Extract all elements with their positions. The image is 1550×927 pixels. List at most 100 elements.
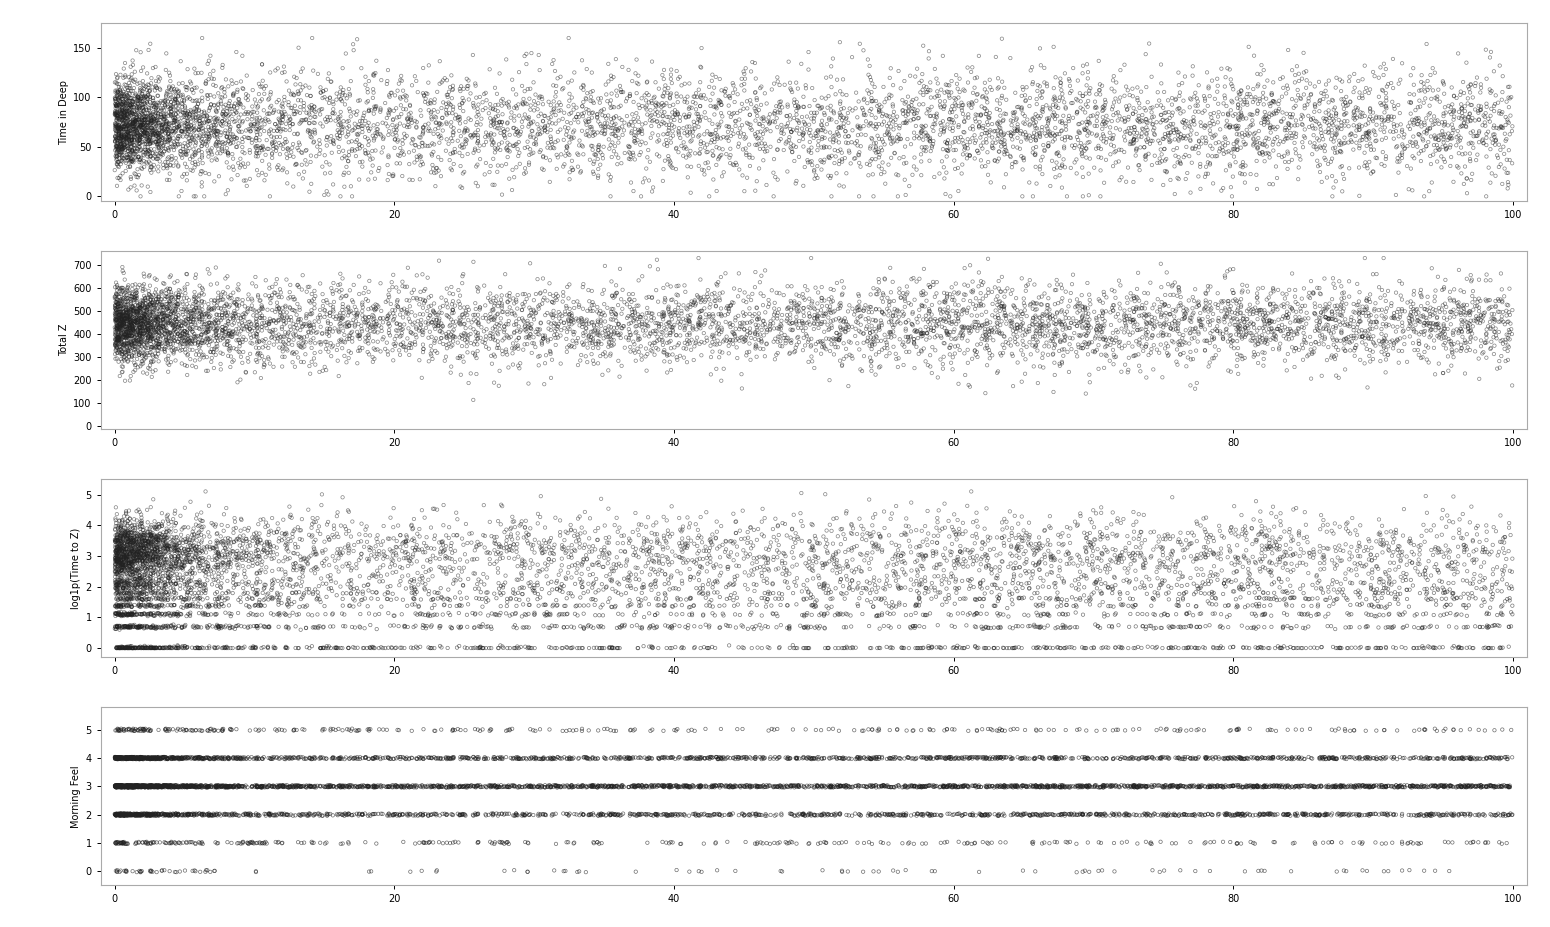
Point (463, 779, 488, 794)
Point (860, 337, 885, 351)
Point (135, 146, 160, 161)
Point (1135, 751, 1159, 766)
Point (129, 569, 153, 584)
Point (646, 98, 671, 113)
Point (1122, 122, 1147, 137)
Point (124, 108, 149, 122)
Point (1249, 331, 1274, 346)
Point (873, 95, 897, 109)
Point (146, 517, 170, 532)
Point (510, 559, 535, 574)
Point (104, 123, 129, 138)
Point (853, 128, 877, 143)
Point (834, 834, 859, 849)
Point (140, 320, 164, 335)
Point (1353, 84, 1378, 99)
Point (146, 558, 170, 573)
Point (1125, 780, 1150, 794)
Point (986, 641, 1011, 655)
Point (1257, 523, 1282, 538)
Point (1001, 806, 1026, 821)
Point (473, 85, 498, 100)
Point (423, 160, 448, 175)
Point (659, 807, 684, 822)
Point (183, 780, 208, 794)
Point (130, 556, 155, 571)
Point (560, 308, 584, 323)
Point (1166, 101, 1190, 116)
Point (1063, 780, 1088, 794)
Point (583, 608, 608, 623)
Point (660, 807, 685, 822)
Point (380, 127, 405, 142)
Point (203, 316, 228, 331)
Point (552, 619, 577, 634)
Point (248, 114, 273, 129)
Point (950, 574, 975, 589)
Point (183, 105, 208, 120)
Point (775, 751, 800, 766)
Point (812, 152, 837, 167)
Point (1029, 90, 1054, 105)
Point (935, 324, 959, 339)
Point (803, 751, 828, 766)
Point (1187, 182, 1212, 197)
Point (851, 779, 876, 794)
Point (423, 751, 448, 766)
Point (592, 314, 617, 329)
Point (209, 308, 234, 323)
Point (969, 286, 994, 300)
Point (636, 534, 660, 549)
Point (1121, 751, 1145, 766)
Point (112, 114, 136, 129)
Point (666, 121, 691, 135)
Point (1311, 320, 1336, 335)
Point (174, 779, 198, 794)
Point (935, 722, 959, 737)
Point (555, 641, 580, 655)
Point (104, 751, 129, 766)
Point (716, 578, 741, 592)
Point (116, 806, 141, 821)
Point (180, 324, 205, 339)
Point (113, 560, 138, 575)
Point (121, 289, 146, 304)
Point (1194, 550, 1218, 565)
Point (437, 84, 462, 99)
Point (1421, 807, 1446, 822)
Point (1245, 182, 1269, 197)
Point (322, 751, 347, 766)
Point (105, 332, 130, 347)
Point (922, 113, 947, 128)
Point (1480, 751, 1505, 766)
Point (496, 100, 521, 115)
Point (107, 322, 132, 337)
Point (494, 157, 519, 171)
Point (586, 139, 611, 154)
Point (327, 129, 352, 144)
Point (1452, 285, 1477, 299)
Point (794, 722, 818, 737)
Point (1122, 130, 1147, 145)
Point (381, 752, 406, 767)
Point (1194, 550, 1218, 565)
Point (109, 304, 133, 319)
Point (1276, 146, 1300, 161)
Point (291, 599, 316, 614)
Point (129, 134, 153, 149)
Point (1322, 780, 1347, 794)
Point (1372, 57, 1397, 71)
Point (284, 157, 308, 171)
Point (208, 138, 232, 153)
Point (291, 339, 316, 354)
Point (234, 531, 259, 546)
Point (704, 337, 728, 352)
Point (1260, 530, 1285, 545)
Point (163, 84, 188, 99)
Point (764, 752, 789, 767)
Point (330, 311, 355, 325)
Point (467, 779, 491, 794)
Point (448, 288, 473, 303)
Point (984, 93, 1009, 108)
Point (476, 545, 501, 560)
